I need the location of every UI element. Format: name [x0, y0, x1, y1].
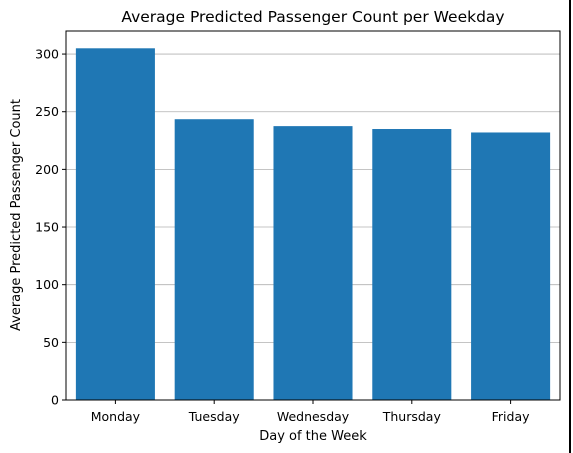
x-axis-label: Day of the Week — [259, 429, 367, 444]
y-tick-label: 150 — [35, 220, 59, 235]
x-tick-label: Monday — [91, 409, 141, 424]
x-axis-ticks: Monday Tuesday Wednesday Thursday Friday — [91, 400, 530, 424]
y-axis-label: Average Predicted Passenger Count — [9, 99, 24, 331]
x-tick-label: Tuesday — [188, 409, 240, 424]
x-tick-label: Friday — [492, 409, 530, 424]
y-tick-label: 0 — [51, 393, 59, 408]
bar-thursday — [372, 129, 452, 400]
y-tick-label: 300 — [35, 47, 59, 62]
y-axis-ticks: 0 50 100 150 200 250 300 — [35, 47, 66, 408]
bar-tuesday — [174, 119, 254, 401]
y-tick-label: 200 — [35, 162, 59, 177]
bars — [75, 48, 551, 401]
y-tick-label: 100 — [35, 277, 59, 292]
y-tick-label: 50 — [43, 335, 59, 350]
x-tick-label: Thursday — [382, 409, 442, 424]
bar-friday — [471, 132, 551, 400]
bar-wednesday — [273, 126, 353, 400]
chart-title: Average Predicted Passenger Count per We… — [121, 8, 504, 26]
window-edge — [569, 0, 571, 453]
bar-monday — [75, 48, 155, 400]
x-tick-label: Wednesday — [277, 409, 350, 424]
y-tick-label: 250 — [35, 104, 59, 119]
